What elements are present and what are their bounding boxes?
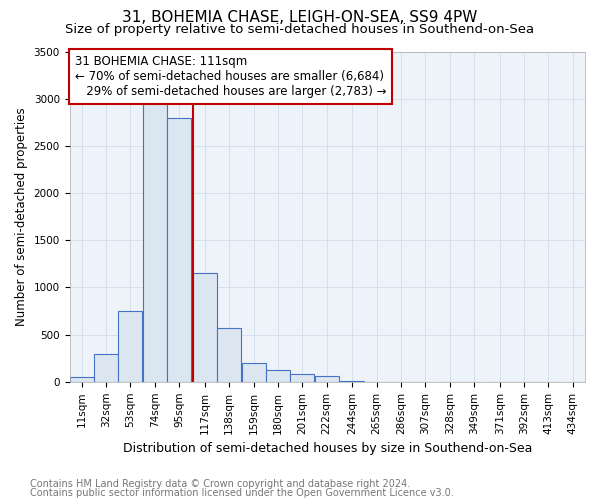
Bar [290,374,314,382]
Text: 31 BOHEMIA CHASE: 111sqm
← 70% of semi-detached houses are smaller (6,684)
   29: 31 BOHEMIA CHASE: 111sqm ← 70% of semi-d… [74,55,386,98]
Text: 31, BOHEMIA CHASE, LEIGH-ON-SEA, SS9 4PW: 31, BOHEMIA CHASE, LEIGH-ON-SEA, SS9 4PW [122,10,478,25]
Bar [242,363,266,382]
Text: Size of property relative to semi-detached houses in Southend-on-Sea: Size of property relative to semi-detach… [65,22,535,36]
Y-axis label: Number of semi-detached properties: Number of semi-detached properties [15,108,28,326]
Bar [167,118,191,382]
Bar [193,274,217,382]
Text: Contains HM Land Registry data © Crown copyright and database right 2024.: Contains HM Land Registry data © Crown c… [30,479,410,489]
Bar [70,377,94,382]
Bar [217,328,241,382]
Text: Contains public sector information licensed under the Open Government Licence v3: Contains public sector information licen… [30,488,454,498]
X-axis label: Distribution of semi-detached houses by size in Southend-on-Sea: Distribution of semi-detached houses by … [122,442,532,455]
Bar [118,311,142,382]
Bar [266,370,290,382]
Bar [94,354,118,382]
Bar [314,376,338,382]
Bar [143,94,167,382]
